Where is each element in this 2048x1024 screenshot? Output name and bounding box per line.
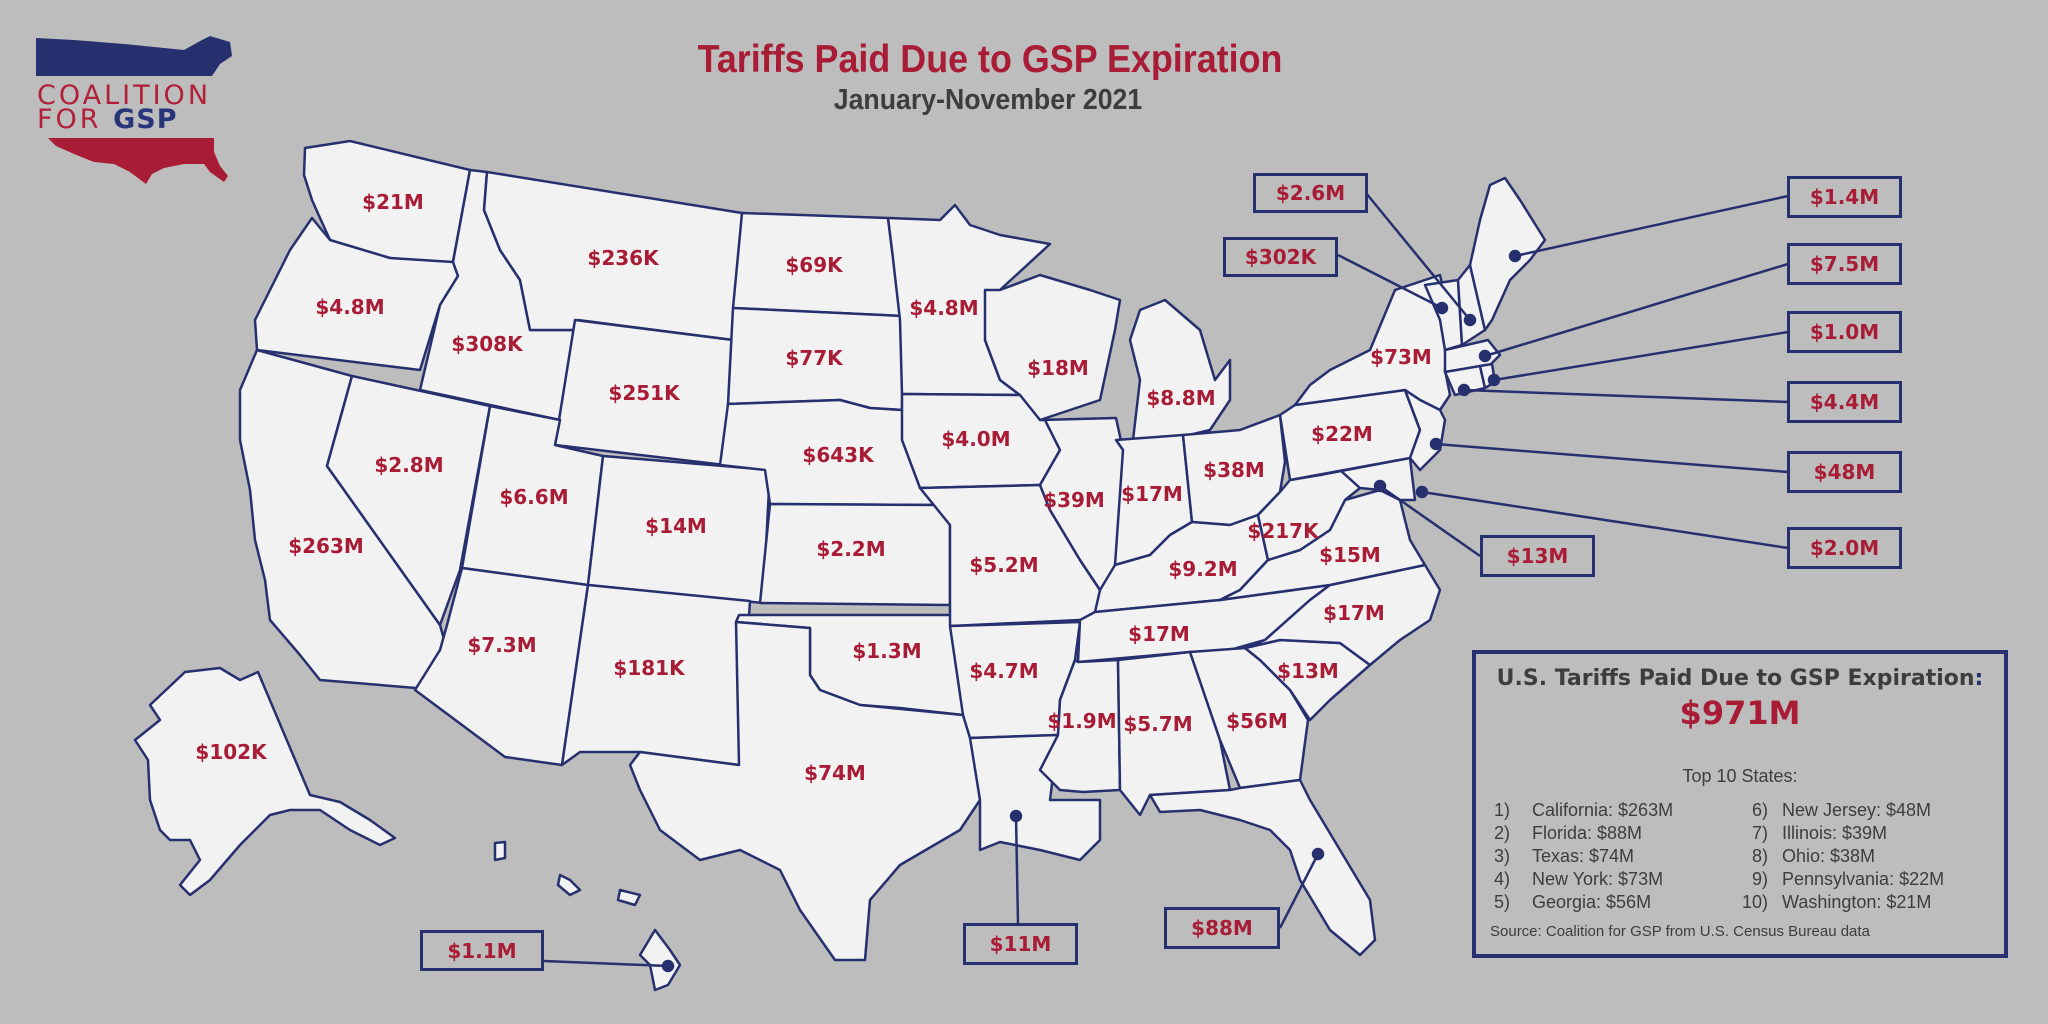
label-southcarolina: $13M xyxy=(1277,659,1339,683)
label-alabama: $5.7M xyxy=(1123,712,1193,736)
label-montana: $236K xyxy=(587,246,659,270)
list-item: 2) Florida: $88M xyxy=(1494,823,1643,843)
state-maine xyxy=(1468,176,1547,332)
list-item: 3) Texas: $74M xyxy=(1494,846,1635,866)
chart-title: Tariffs Paid Due to GSP Expiration xyxy=(697,38,1283,81)
label-tennessee: $17M xyxy=(1128,622,1190,646)
label-oregon: $4.8M xyxy=(315,295,385,319)
state-florida xyxy=(1148,778,1377,957)
list-item: 6) New Jersey: $48M xyxy=(1751,800,1932,820)
label-alaska: $102K xyxy=(195,740,267,764)
state-alaska xyxy=(133,666,397,897)
label-ohio: $38M xyxy=(1203,458,1265,482)
callout-florida: $88M xyxy=(1164,907,1280,949)
label-michigan: $8.8M xyxy=(1146,386,1216,410)
summary-heading: U.S. Tariffs Paid Due to GSP Expiration: xyxy=(1496,666,1984,691)
label-utah: $6.6M xyxy=(499,485,569,509)
label-oklahoma: $1.3M xyxy=(852,639,922,663)
list-item: 1) California: $263M xyxy=(1494,800,1674,820)
callout-vermont: $302K xyxy=(1223,237,1338,277)
state-oregon xyxy=(253,216,460,372)
label-illinois: $39M xyxy=(1043,488,1105,512)
callout-rhodeisland: $1.0M xyxy=(1787,311,1902,353)
state-hawaii-islands xyxy=(493,840,642,907)
callout-delaware: $2.0M xyxy=(1787,527,1902,569)
state-newyork xyxy=(1293,273,1452,412)
label-northdakota: $69K xyxy=(785,253,843,277)
state-michigan xyxy=(1128,298,1232,442)
label-northcarolina: $17M xyxy=(1323,601,1385,625)
label-kansas: $2.2M xyxy=(816,537,886,561)
label-wyoming: $251K xyxy=(608,381,680,405)
callout-massachusetts: $7.5M xyxy=(1787,243,1902,285)
label-idaho: $308K xyxy=(451,332,523,356)
label-newyork: $73M xyxy=(1370,345,1432,369)
state-maryland xyxy=(1318,456,1417,502)
callout-hawaii: $1.1M xyxy=(420,930,544,971)
label-georgia: $56M xyxy=(1226,709,1288,733)
label-indiana: $17M xyxy=(1121,482,1183,506)
state-nevada xyxy=(325,374,492,627)
label-nebraska: $643K xyxy=(802,443,874,467)
label-iowa: $4.0M xyxy=(941,427,1011,451)
callout-maine: $1.4M xyxy=(1787,176,1902,218)
label-washington: $21M xyxy=(362,190,424,214)
coalition-for-gsp-logo: COALITION FOR GSP xyxy=(34,34,234,184)
list-item: 5) Georgia: $56M xyxy=(1494,892,1652,912)
list-item: 7) Illinois: $39M xyxy=(1751,823,1888,843)
label-nevada: $2.8M xyxy=(374,453,444,477)
label-california: $263M xyxy=(288,534,364,558)
logo-line-2: FOR GSP xyxy=(37,104,178,135)
label-southdakota: $77K xyxy=(785,346,843,370)
list-item: 9) Pennsylvania: $22M xyxy=(1751,869,1945,889)
callout-louisiana: $11M xyxy=(963,923,1078,965)
label-arkansas: $4.7M xyxy=(969,659,1039,683)
callout-newjersey: $48M xyxy=(1787,451,1902,493)
list-item: 4) New York: $73M xyxy=(1494,869,1664,889)
callout-maryland: $13M xyxy=(1480,535,1595,577)
label-newmexico: $181K xyxy=(613,656,685,680)
label-colorado: $14M xyxy=(645,514,707,538)
state-wisconsin xyxy=(983,273,1122,422)
label-mississippi: $1.9M xyxy=(1047,709,1117,733)
top10-list-col1: 1) California: $263M 2) Florida: $88M 3) Te… xyxy=(1494,799,1673,914)
label-virginia: $15M xyxy=(1319,543,1381,567)
summary-total: $971M xyxy=(1679,694,1801,732)
top10-list-col2: 6) New Jersey: $48M 7) Illinois: $39M 8) Oh… xyxy=(1728,799,1944,914)
label-kentucky: $9.2M xyxy=(1168,557,1238,581)
state-hawaii-bigisland xyxy=(638,928,682,992)
label-minnesota: $4.8M xyxy=(909,296,979,320)
label-missouri: $5.2M xyxy=(969,553,1039,577)
label-pennsylvania: $22M xyxy=(1311,422,1373,446)
state-texas xyxy=(628,620,982,962)
source-note: Source: Coalition for GSP from U.S. Cens… xyxy=(1490,923,1870,940)
callout-connecticut: $4.4M xyxy=(1787,381,1902,423)
label-wisconsin: $18M xyxy=(1027,356,1089,380)
list-item: 10) Washington: $21M xyxy=(1741,892,1932,912)
label-texas: $74M xyxy=(804,761,866,785)
label-arizona: $7.3M xyxy=(467,633,537,657)
chart-subtitle: January-November 2021 xyxy=(833,84,1143,116)
logo-line-1: COALITION xyxy=(37,80,212,111)
us-map-logo-icon xyxy=(36,36,232,184)
state-northcarolina xyxy=(1243,563,1442,667)
top10-label: Top 10 States: xyxy=(1682,766,1798,786)
callout-newhampshire: $2.6M xyxy=(1253,173,1368,213)
label-westvirginia: $217K xyxy=(1247,519,1319,543)
list-item: 8) Ohio: $38M xyxy=(1751,846,1876,866)
summary-panel: U.S. Tariffs Paid Due to GSP Expiration:… xyxy=(1472,650,2008,958)
